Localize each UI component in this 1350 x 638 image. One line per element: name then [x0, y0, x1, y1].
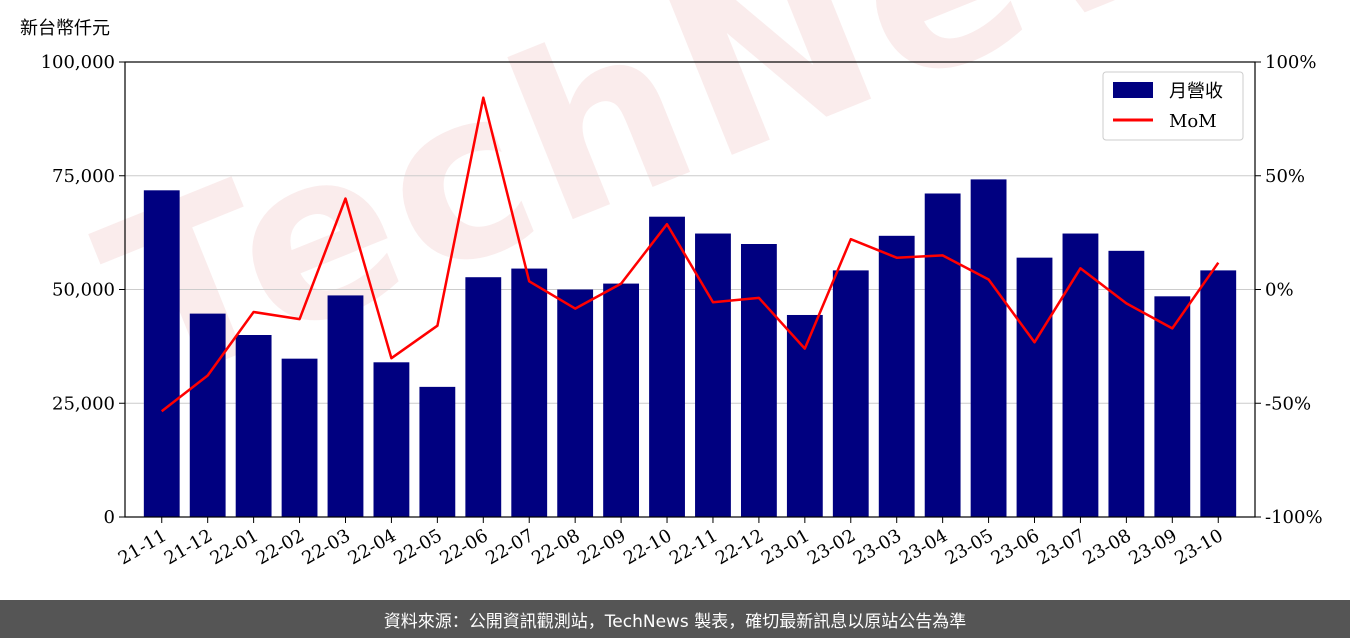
x-tick-label: 21-11	[115, 525, 170, 569]
revenue-bar	[695, 233, 731, 517]
legend-label-mom: MoM	[1169, 111, 1217, 132]
revenue-bar	[832, 270, 869, 517]
right-tick-label: -100%	[1265, 507, 1323, 528]
footer-text: 資料來源：公開資訊觀測站，TechNews 製表，確切最新訊息以原站公告為準	[383, 611, 967, 632]
left-tick-label: 0	[104, 507, 115, 528]
x-tick-label: 22-12	[712, 525, 767, 569]
revenue-bar	[511, 268, 548, 517]
revenue-bar	[970, 179, 1007, 517]
x-tick-label: 23-02	[804, 525, 859, 569]
revenue-bar	[740, 244, 777, 517]
x-tick-label: 22-04	[344, 525, 399, 569]
revenue-bar	[373, 362, 410, 517]
x-tick-label: 21-12	[161, 525, 216, 569]
left-axis: 0 25,000 50,000 75,000 100,000	[41, 52, 125, 528]
legend-label-revenue: 月營收	[1169, 81, 1223, 102]
revenue-bar	[143, 190, 180, 517]
revenue-bar	[189, 313, 226, 517]
x-tick-label: 23-08	[1079, 525, 1134, 569]
revenue-bar	[1200, 270, 1237, 517]
legend-swatch-revenue	[1113, 82, 1153, 98]
x-tick-label: 22-09	[574, 525, 629, 569]
right-tick-label: -50%	[1265, 393, 1311, 414]
left-tick-label: 100,000	[41, 52, 115, 73]
x-tick-label: 23-01	[758, 525, 813, 569]
revenue-bar	[878, 235, 915, 517]
bars	[143, 179, 1237, 517]
revenue-bar	[1062, 233, 1099, 517]
x-tick-label: 23-03	[850, 525, 905, 569]
right-tick-label: 50%	[1265, 166, 1305, 187]
revenue-bar	[557, 289, 594, 517]
x-tick-label: 22-01	[207, 525, 262, 569]
x-tick-label: 23-05	[942, 525, 997, 569]
left-tick-label: 25,000	[52, 393, 115, 414]
revenue-bar	[1016, 257, 1053, 517]
revenue-bar	[1154, 296, 1191, 517]
right-axis: -100% -50% 0% 50% 100%	[1255, 52, 1323, 528]
revenue-bar	[419, 386, 456, 517]
revenue-bar	[649, 216, 685, 517]
footer-source: 資料來源：公開資訊觀測站，TechNews 製表，確切最新訊息以原站公告為準	[0, 600, 1350, 638]
revenue-bar	[235, 335, 272, 517]
revenue-bar	[281, 358, 318, 517]
x-tick-label: 22-06	[436, 525, 491, 569]
left-tick-label: 50,000	[52, 280, 115, 301]
x-tick-label: 22-11	[666, 525, 721, 569]
x-tick-label: 22-07	[482, 525, 537, 569]
revenue-bar	[1108, 250, 1145, 517]
legend: 月營收 MoM	[1102, 71, 1244, 141]
x-tick-label: 23-04	[896, 525, 951, 569]
revenue-bar	[924, 193, 961, 517]
x-tick-label: 23-09	[1125, 525, 1180, 569]
revenue-bar	[327, 295, 364, 517]
mom-line-layer	[160, 96, 1220, 413]
right-tick-label: 100%	[1265, 52, 1316, 73]
x-tick-label: 22-02	[253, 525, 308, 569]
x-tick-label: 23-10	[1171, 525, 1226, 569]
revenue-bar	[603, 283, 640, 517]
x-tick-label: 22-05	[390, 525, 445, 569]
revenue-bar	[786, 314, 823, 517]
x-tick-label: 22-03	[299, 525, 354, 569]
right-tick-label: 0%	[1265, 280, 1294, 301]
unit-label: 新台幣仟元	[20, 18, 110, 39]
x-tick-label: 22-08	[528, 525, 583, 569]
x-axis: 21-1121-1222-0122-0222-0322-0422-0522-06…	[115, 517, 1227, 569]
revenue-bar	[465, 277, 502, 517]
mom-line	[160, 96, 1220, 413]
x-tick-label: 23-07	[1034, 525, 1089, 569]
left-tick-label: 75,000	[52, 166, 115, 187]
x-tick-label: 22-10	[620, 525, 675, 569]
x-tick-label: 23-06	[988, 525, 1043, 569]
